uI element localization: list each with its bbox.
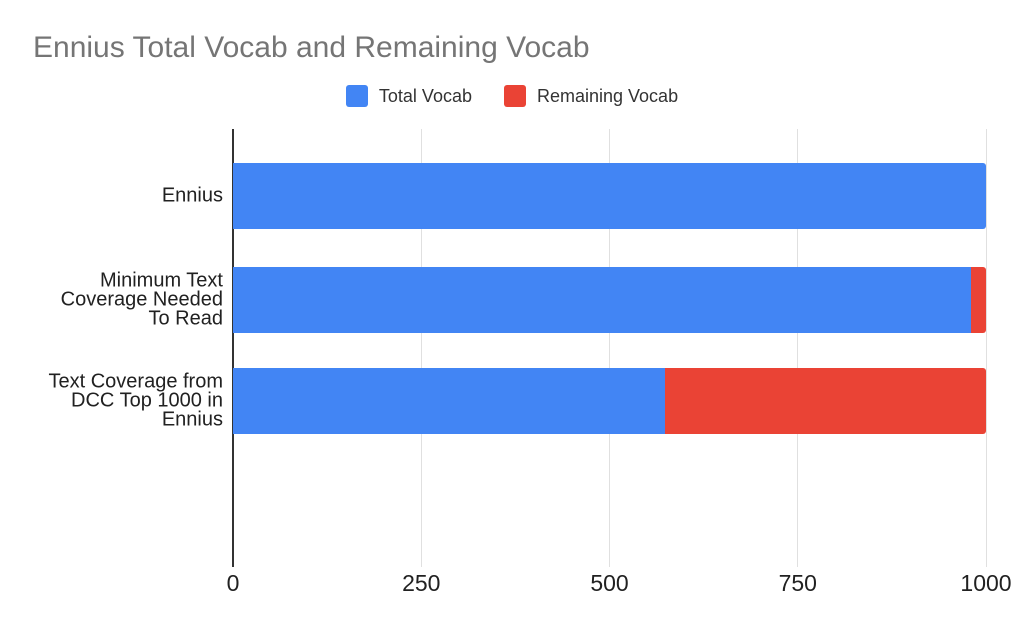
axis-tick-label-250: 250 — [402, 570, 441, 596]
legend: Total Vocab Remaining Vocab — [0, 85, 1024, 107]
chart-title: Ennius Total Vocab and Remaining Vocab — [33, 31, 590, 64]
axis-tick-label-500: 500 — [590, 570, 629, 596]
legend-item-total-vocab[interactable]: Total Vocab — [345, 85, 472, 107]
axis-tick-label-750: 750 — [778, 570, 817, 596]
category-label-minimum-text-coverage-needed-to-read: Minimum Text Coverage Needed To Read — [60, 269, 223, 330]
bar-ennius-total-vocab[interactable] — [233, 163, 986, 229]
category-label-ennius: Ennius — [161, 184, 223, 207]
legend-swatch-remaining-vocab — [503, 85, 526, 107]
axis-tick-label-0: 0 — [226, 570, 240, 596]
category-label-text-coverage-from-dcc-top-1000-in-ennius: Text Coverage from DCC Top 1000 in Enniu… — [48, 370, 223, 431]
gridline-1000 — [985, 129, 987, 567]
gridline-500 — [609, 129, 610, 567]
bar-text-coverage-from-dcc-top-1000-in-ennius-remaining-vocab[interactable] — [665, 368, 986, 434]
legend-swatch-total-vocab — [345, 85, 368, 107]
legend-label-total-vocab: Total Vocab — [378, 85, 472, 106]
gridline-750 — [797, 129, 799, 567]
gridline-250 — [420, 129, 422, 567]
bar-minimum-text-coverage-needed-to-read-total-vocab[interactable] — [233, 267, 971, 333]
bar-text-coverage-from-dcc-top-1000-in-ennius-total-vocab[interactable] — [233, 368, 666, 434]
bar-minimum-text-coverage-needed-to-read-remaining-vocab[interactable] — [970, 267, 986, 333]
axis-tick-label-1000: 1000 — [960, 570, 1012, 596]
legend-item-remaining-vocab[interactable]: Remaining Vocab — [503, 85, 679, 107]
legend-label-remaining-vocab: Remaining Vocab — [536, 85, 679, 106]
axis-baseline — [232, 129, 234, 567]
